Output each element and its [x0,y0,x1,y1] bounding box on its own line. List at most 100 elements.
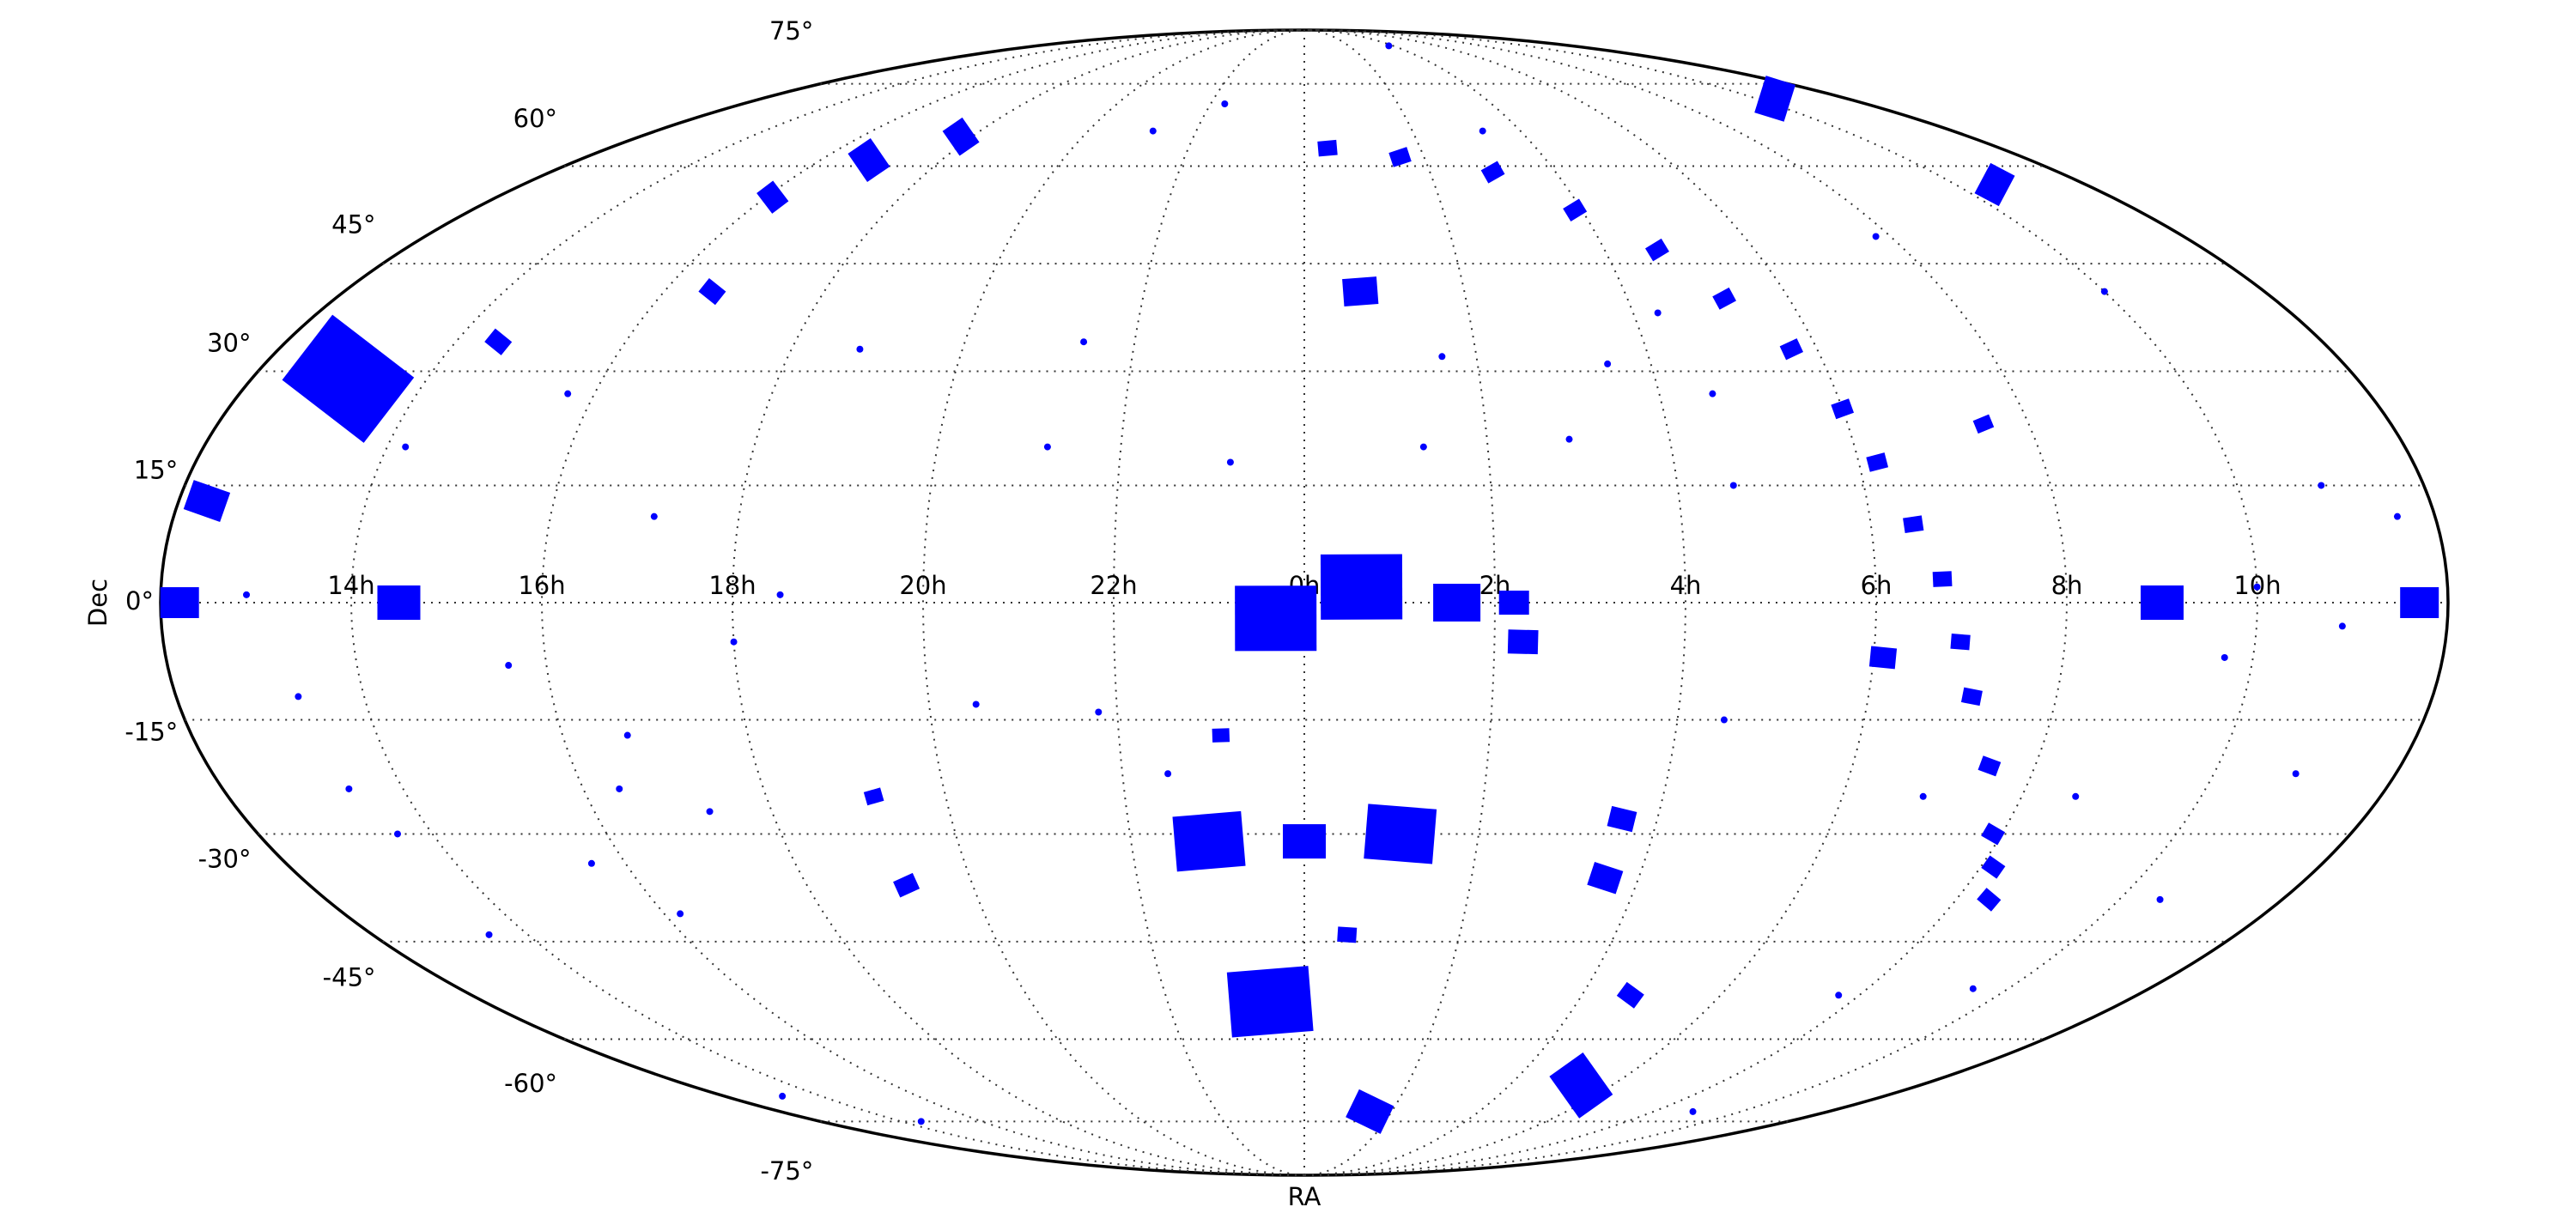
sky-patch [484,328,513,355]
sky-point [623,731,631,739]
sky-point [1689,1107,1697,1115]
sky-point [1080,338,1088,346]
sky-patch [1974,162,2015,207]
y-tick-label: 75° [769,16,813,45]
sky-point [1604,360,1612,367]
sky-point [564,390,572,397]
sky-point [2318,482,2325,489]
sky-point [587,859,595,867]
sky-point [2253,583,2261,591]
sky-point [917,1118,925,1125]
sky-patch [1712,287,1736,310]
sky-patch [1866,452,1889,472]
sky-patch [1226,966,1314,1038]
sky-patch [1972,414,1995,434]
sky-point [650,512,658,520]
sky-patch [1235,585,1317,652]
sky-patch [2400,587,2439,618]
x-tick-label: 18h [708,571,756,600]
x-tick-label: 4h [1670,571,1702,600]
sky-patch [160,587,199,618]
sky-patch [1607,805,1637,833]
sky-point [779,1092,787,1100]
sky-patch [1981,855,2006,879]
sky-point [1835,992,1843,999]
sky-patch [1317,139,1338,157]
sky-point [2292,770,2300,778]
sky-patch [1388,147,1412,167]
sky-patch [1981,822,2006,846]
sky-patch [1977,888,2002,912]
sky-point [2393,512,2401,520]
sky-point [1149,127,1157,135]
sky-point [1709,390,1716,397]
sky-patch [1172,810,1246,872]
grid-line [1303,29,2069,1176]
x-tick-label: 8h [2051,571,2083,600]
sky-patch [1587,861,1624,895]
sky-point [402,443,410,451]
sky-point [2156,895,2164,903]
sky-point [1919,792,1927,800]
sky-patch [377,585,421,620]
sky-point [2338,622,2346,630]
sky-point [776,591,784,598]
sky-patch [1960,687,1983,707]
sky-patch [282,314,415,443]
sky-point [1043,443,1051,451]
sky-patch [1507,629,1539,655]
sky-point [677,910,684,918]
sky-point [1438,353,1446,361]
y-tick-label: -45° [323,963,376,992]
y-tick-label: 0° [125,586,154,616]
sky-point [1565,435,1573,443]
sky-point [1720,716,1728,724]
grid-line [540,29,1305,1176]
sky-point [243,591,251,598]
sky-patch [1754,76,1795,122]
sky-patch [1283,824,1326,859]
x-tick-label: 16h [518,571,565,600]
sky-patch [1549,1052,1613,1119]
sky-patch [756,180,789,214]
sky-point [1654,309,1662,317]
sky-patch [2141,585,2184,620]
x-tick-label: 20h [899,571,946,600]
sky-point [616,785,623,792]
sky-patch [1212,728,1230,743]
sky-point [1419,443,1427,451]
sky-point [1479,127,1486,135]
x-tick-label: 14h [327,571,374,600]
y-tick-label: 15° [134,455,178,484]
sky-point [2072,792,2080,800]
sky-patch [1433,584,1481,622]
sky-point [2221,653,2228,661]
sky-point [295,693,302,701]
sky-patch [942,117,980,156]
sky-point [1385,42,1393,50]
sky-point [1164,770,1172,778]
sky-point [2100,288,2108,295]
sky-point [1095,708,1103,716]
sky-patch [863,787,884,806]
sky-point [1221,100,1229,107]
sky-point [730,638,738,646]
sky-patch [183,480,231,522]
sky-point [393,830,401,838]
y-tick-label: 30° [207,329,251,358]
y-tick-label: -30° [198,844,252,873]
sky-patch [1779,338,1804,361]
grid-line [921,29,1305,1176]
sky-patch [1342,276,1379,307]
sky-point [706,808,714,816]
y-axis-label: Dec [83,579,112,627]
sky-patch [1498,591,1529,615]
x-axis-label: RA [1288,1182,1321,1211]
grid-line [1303,29,1687,1176]
sky-patch [893,872,920,898]
sky-patch [1563,198,1588,221]
sky-patch [848,137,890,183]
sky-patch [1337,926,1358,943]
